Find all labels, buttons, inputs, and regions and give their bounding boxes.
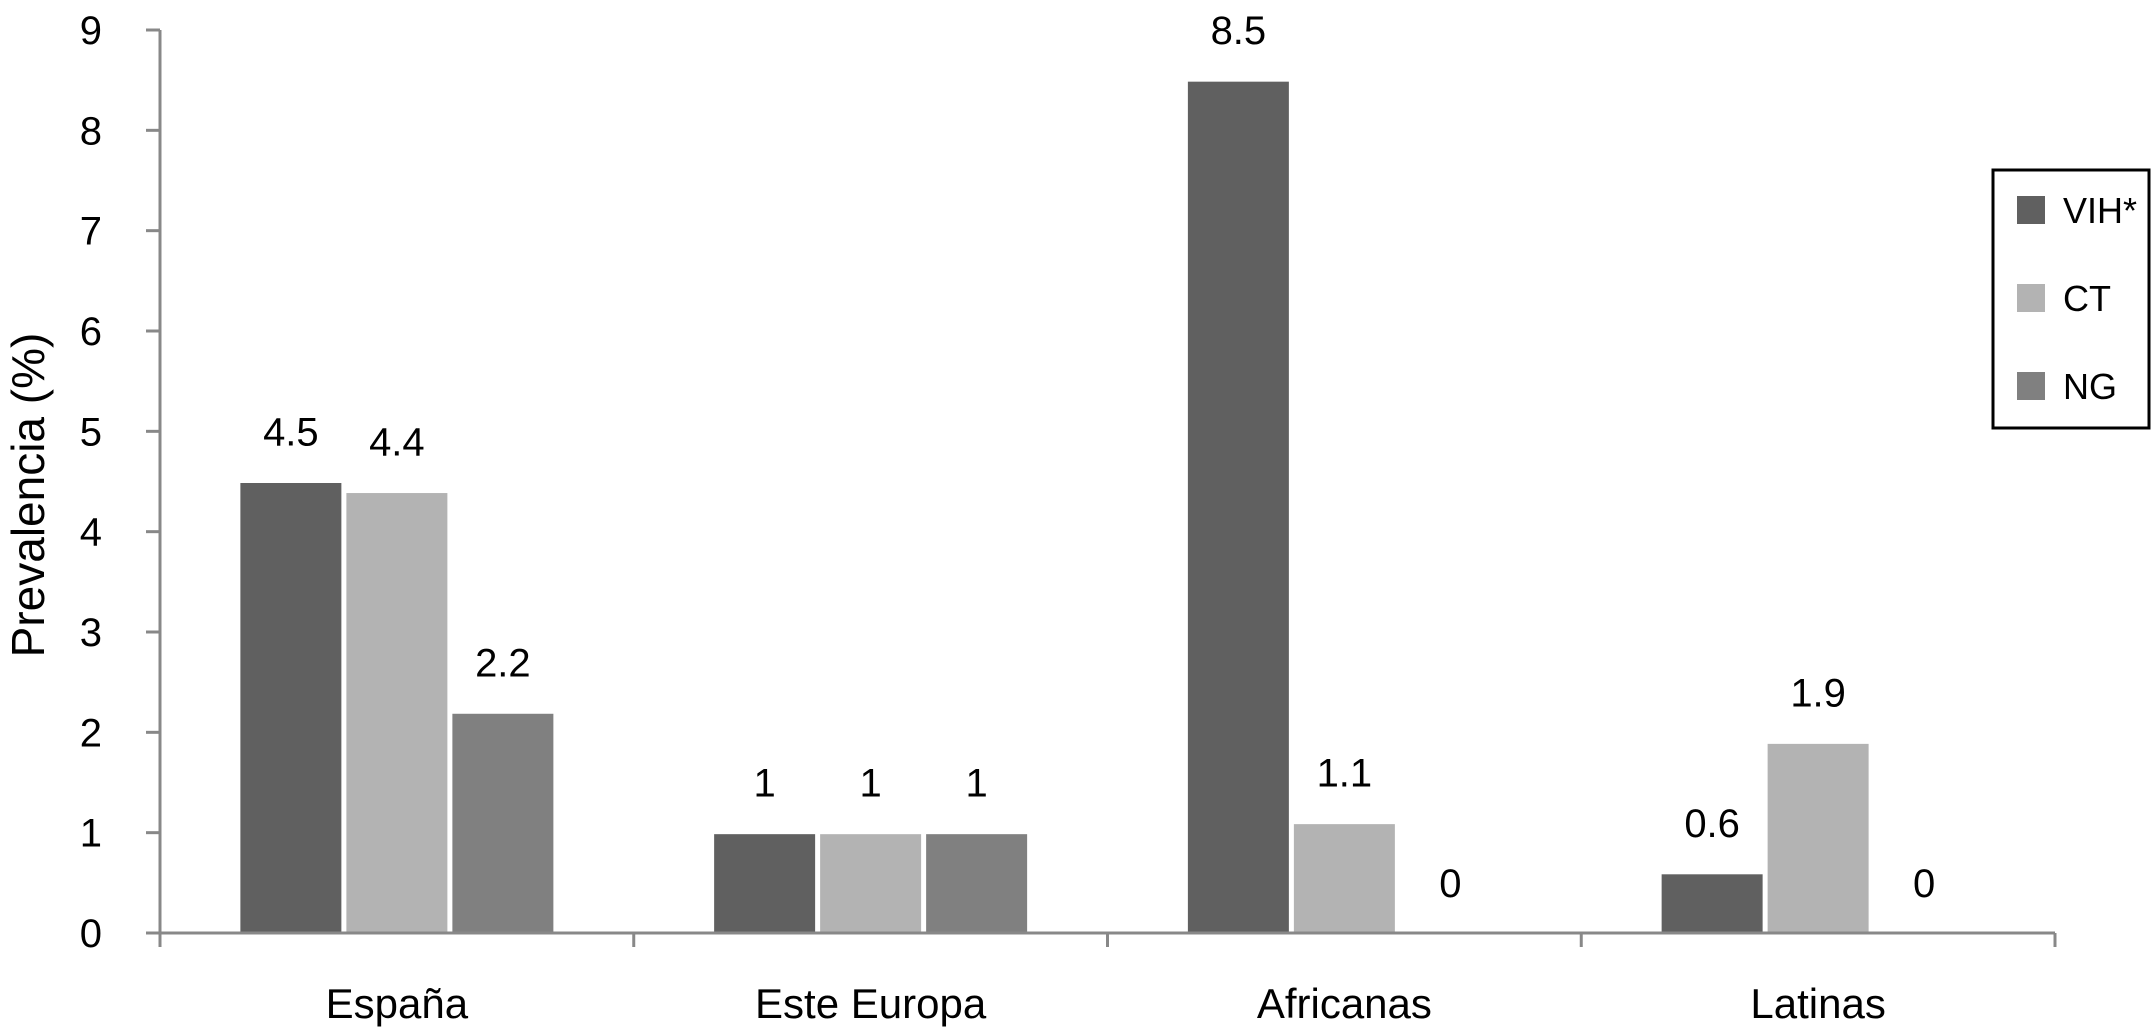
- data-label: 0: [1913, 862, 1935, 906]
- bar-vih: [1658, 871, 1766, 935]
- y-tick-label: 3: [80, 611, 102, 655]
- legend-swatch: [2017, 284, 2045, 312]
- bar-ct: [343, 490, 451, 935]
- bar-ct: [1290, 821, 1398, 935]
- y-tick-label: 9: [80, 9, 102, 53]
- y-tick-label: 1: [80, 812, 102, 856]
- legend: VIH* CT NG: [1991, 168, 2151, 430]
- ticks-group: 0 1 2 3 4 5 6 7 8 9 España Este Europa Africanas Lati…: [80, 9, 2057, 1027]
- data-label: 1.9: [1790, 671, 1846, 715]
- bar-ng: [923, 831, 1031, 935]
- x-category-label: Este Europa: [755, 980, 987, 1027]
- data-label: 1: [860, 762, 882, 806]
- x-category-label: Africanas: [1257, 980, 1432, 1027]
- bar-vih: [237, 480, 345, 935]
- legend-label: CT: [2063, 278, 2111, 319]
- legend-label: NG: [2063, 366, 2117, 407]
- y-tick-label: 6: [80, 310, 102, 354]
- data-label: 4.4: [369, 421, 425, 465]
- legend-swatch: [2017, 372, 2045, 400]
- data-labels-group: 4.5 4.4 2.2 1 1 1 8.5 1.1 0 0.6 1.9 0: [263, 9, 1935, 906]
- bar-ng: [449, 710, 557, 935]
- bars-group: [237, 78, 1872, 935]
- axes-group: [158, 30, 2055, 935]
- y-tick-label: 2: [80, 711, 102, 755]
- bar-ct: [1764, 740, 1872, 935]
- y-tick-label: 4: [80, 511, 102, 555]
- data-label: 2.2: [475, 641, 531, 685]
- data-label: 4.5: [263, 411, 319, 455]
- bar-vih: [1184, 78, 1292, 935]
- y-axis-title: Prevalencia (%): [2, 333, 54, 658]
- x-category-label: España: [326, 980, 469, 1027]
- data-label: 1: [754, 762, 776, 806]
- bar-ct: [817, 831, 925, 935]
- data-label: 0: [1439, 862, 1461, 906]
- x-category-label: Latinas: [1750, 980, 1885, 1027]
- legend-label: VIH*: [2063, 190, 2137, 231]
- data-label: 1.1: [1317, 752, 1373, 796]
- y-tick-label: 0: [80, 912, 102, 956]
- data-label: 0.6: [1684, 802, 1740, 846]
- data-label: 8.5: [1211, 9, 1267, 53]
- data-label: 1: [966, 762, 988, 806]
- y-tick-label: 5: [80, 410, 102, 454]
- y-tick-label: 8: [80, 109, 102, 153]
- bar-vih: [711, 831, 819, 935]
- y-tick-label: 7: [80, 210, 102, 254]
- legend-swatch: [2017, 196, 2045, 224]
